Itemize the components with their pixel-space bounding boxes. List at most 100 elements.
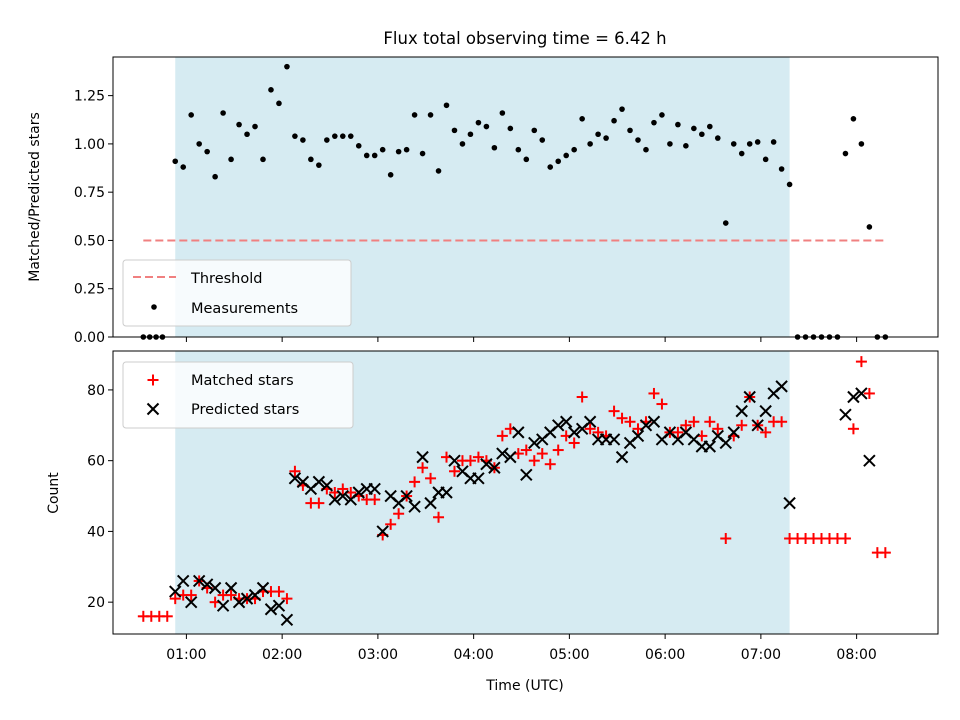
matched-star-point	[161, 610, 173, 622]
x-marker-b	[472, 472, 485, 485]
predicted-star-point	[416, 450, 429, 464]
measurement-point	[443, 102, 450, 109]
predicted-star-point	[775, 380, 788, 393]
measurement-point	[587, 141, 593, 147]
measurement-point	[459, 141, 466, 147]
measurement-point	[643, 146, 649, 153]
predicted-star-point	[208, 581, 222, 595]
measurement-point	[523, 156, 530, 163]
x-marker-b	[855, 387, 868, 400]
measurement-point	[339, 133, 346, 139]
predicted-star-point	[751, 419, 764, 432]
x-marker-b	[424, 496, 437, 510]
measurement-point	[324, 137, 330, 143]
matched-star-point	[369, 494, 381, 506]
predicted-star-point	[567, 426, 581, 439]
predicted-star-point	[352, 486, 365, 499]
predicted-star-point	[169, 585, 182, 598]
x-marker-b	[224, 581, 238, 595]
x-marker-b	[839, 408, 852, 421]
x-marker-b	[208, 581, 222, 595]
x-tick-label: 03:00	[358, 647, 398, 663]
measurement-point	[387, 171, 394, 178]
axes-frame	[112, 56, 939, 338]
matched-star-point	[712, 423, 724, 435]
predicted-star-point	[504, 450, 517, 464]
legend-matched-swatch	[147, 374, 159, 386]
x-marker-b	[783, 496, 796, 510]
measurement-point	[579, 115, 585, 122]
matched-star-point	[879, 547, 891, 559]
x-marker-b	[687, 433, 701, 446]
measurement-point	[371, 152, 378, 159]
measurement-point	[172, 158, 179, 165]
x-marker-b	[448, 454, 461, 467]
measurement-point	[555, 158, 562, 165]
matched-star-point	[839, 532, 851, 544]
measurement-point	[467, 131, 474, 138]
x-marker-b	[559, 415, 573, 428]
y-tick-label: 80	[87, 383, 105, 399]
predicted-star-point	[320, 479, 334, 492]
x-marker-b	[512, 426, 525, 439]
x-marker-b	[408, 500, 421, 513]
y-tick-label: 20	[87, 595, 105, 611]
x-marker-b	[288, 472, 302, 485]
matched-star-point	[385, 518, 397, 530]
measurement-point	[842, 150, 849, 157]
measurement-point	[770, 139, 777, 145]
x-marker-b	[719, 436, 732, 450]
matched-star-point	[464, 455, 476, 467]
predicted-star-point	[743, 390, 756, 404]
predicted-star-point	[583, 415, 597, 428]
x-tick-label: 08:00	[836, 647, 876, 663]
predicted-star-point	[559, 415, 573, 428]
predicted-star-point	[863, 454, 876, 467]
x-marker-b	[488, 461, 501, 474]
x-marker-b	[647, 415, 661, 428]
predicted-star-point	[480, 457, 493, 471]
x-marker-b	[320, 479, 334, 492]
x-marker-b	[312, 475, 326, 489]
measurement-point	[300, 137, 306, 143]
predicted-star-point	[615, 450, 629, 464]
matched-star-point	[648, 387, 660, 399]
matched-star-point	[289, 465, 301, 477]
measurement-point	[268, 87, 274, 93]
y-tick-label: 0.25	[74, 282, 105, 298]
matched-star-point	[656, 398, 668, 410]
x-marker-b	[496, 447, 509, 460]
x-marker-b	[847, 390, 860, 404]
matched-star-point	[393, 508, 405, 520]
x-marker-b	[384, 489, 397, 503]
x-marker-b	[607, 433, 621, 446]
matched-star-point	[433, 511, 445, 523]
measurement-point	[778, 166, 785, 172]
x-marker-b	[751, 419, 764, 432]
x-marker-b	[256, 581, 270, 595]
measurement-point	[603, 135, 609, 141]
matched-star-point	[704, 416, 716, 428]
measurement-point	[762, 156, 769, 163]
x-marker-b	[743, 390, 756, 404]
measurement-point	[196, 141, 202, 147]
measurement-point	[332, 133, 338, 139]
predicted-star-point	[312, 475, 326, 489]
matched-star-point	[417, 462, 429, 474]
measurement-point	[754, 139, 761, 145]
measurement-point	[611, 117, 617, 124]
legend-predicted-label: Predicted stars	[191, 402, 299, 418]
predicted-star-point	[177, 574, 190, 588]
matched-star-point	[680, 419, 692, 431]
matched-star-point	[409, 476, 421, 488]
measurement-point	[347, 133, 354, 139]
predicted-star-point	[328, 493, 342, 506]
matched-star-point	[576, 391, 588, 403]
measurement-point	[866, 224, 873, 230]
x-marker-b	[192, 574, 206, 588]
y-tick-label: 1.25	[74, 89, 105, 105]
measurement-point	[850, 115, 857, 122]
matched-star-point	[528, 455, 540, 467]
y-tick-label: 1.00	[74, 137, 105, 153]
measurement-point	[355, 143, 362, 149]
